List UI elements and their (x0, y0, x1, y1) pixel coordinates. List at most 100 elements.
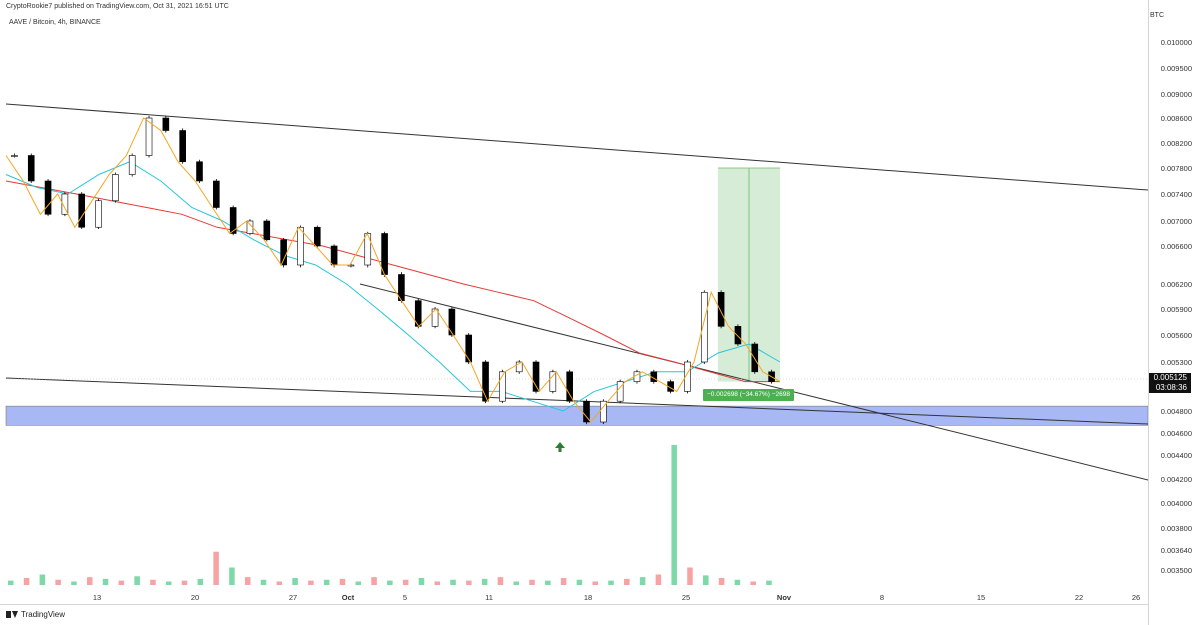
x-tick-label: Nov (777, 593, 792, 602)
volume-bar (687, 567, 693, 585)
volume-bar (624, 578, 630, 585)
candle (616, 379, 624, 404)
volume-bar (292, 578, 298, 585)
y-tick-label: 0.004800 (1161, 407, 1192, 416)
volume-bar (608, 580, 614, 585)
volume-bar (402, 579, 409, 585)
current-price-value: 0.005125 (1153, 373, 1187, 382)
price-unit-label: BTC (1150, 12, 1164, 19)
volume-bar (181, 580, 188, 585)
upper-trendline[interactable] (5, 103, 1149, 191)
y-tick-label: 0.008600 (1161, 114, 1192, 123)
volume-bar (434, 581, 441, 585)
volume-bar (671, 445, 677, 585)
volume-bar (71, 581, 77, 585)
x-tick-label: 26 (1132, 593, 1140, 602)
volume-bar (387, 580, 393, 585)
candle (213, 179, 220, 210)
volume-bar (560, 578, 567, 585)
candle (414, 298, 422, 329)
candle (280, 238, 287, 268)
candle (44, 179, 52, 217)
x-tick-label: 22 (1075, 593, 1083, 602)
candle (179, 128, 186, 164)
y-tick-label: 0.004400 (1161, 451, 1192, 460)
y-tick-label: 0.006600 (1161, 242, 1192, 251)
volume-bar (39, 574, 46, 585)
volume-bar (102, 578, 109, 585)
candle (600, 399, 607, 425)
candle (700, 290, 708, 365)
candle (162, 115, 170, 133)
volume-bar (244, 577, 251, 585)
y-tick-label: 0.009000 (1161, 90, 1192, 99)
y-tick-label: 0.007000 (1161, 217, 1192, 226)
candle (515, 360, 523, 374)
y-tick-label: 0.007400 (1161, 190, 1192, 199)
candle (566, 369, 573, 404)
candle (61, 192, 69, 217)
volume-bar (766, 580, 772, 585)
volume-bar (308, 580, 314, 585)
profit-target-zone[interactable] (718, 167, 780, 382)
y-tick-label: 0.005300 (1161, 358, 1192, 367)
candle (229, 205, 237, 236)
tradingview-brand[interactable]: TradingView (6, 610, 65, 619)
volume-bar (513, 581, 519, 585)
y-tick-label: 0.004200 (1161, 475, 1192, 484)
y-tick-label: 0.004600 (1161, 429, 1192, 438)
x-tick-label: 27 (289, 593, 297, 602)
candle (128, 153, 136, 177)
candle (532, 360, 540, 394)
y-tick-label: 0.005900 (1161, 305, 1192, 314)
volume-bar (592, 581, 598, 585)
volume-bar (197, 578, 204, 585)
candle (364, 231, 372, 268)
volume-bar (576, 579, 583, 585)
volume-bar (466, 580, 472, 585)
y-tick-label: 0.003640 (1161, 546, 1192, 555)
ma-long-line (5, 180, 780, 383)
y-tick-label: 0.005600 (1161, 331, 1192, 340)
lower-trendline[interactable] (5, 377, 1149, 425)
candle (313, 225, 321, 249)
volume-bar (529, 579, 535, 585)
x-tick-label: Oct (342, 593, 355, 602)
volume-bar (371, 577, 377, 585)
position-stats-label: −0.002698 (−34.67%) −2698 (703, 389, 794, 401)
candle (78, 192, 86, 229)
volume-bar (750, 581, 756, 585)
y-tick-label: 0.006200 (1161, 280, 1192, 289)
volume-bar (118, 580, 125, 585)
candle (717, 290, 725, 329)
x-tick-label: 25 (682, 593, 690, 602)
volume-bar (481, 578, 488, 585)
published-by-line: CryptoRookie7 published on TradingView.c… (6, 3, 229, 10)
volume-bar (260, 579, 267, 585)
volume-bar (639, 577, 646, 585)
candle (263, 219, 271, 242)
candle (734, 324, 742, 346)
candle (11, 153, 18, 158)
candle (112, 172, 119, 203)
volume-bar (718, 578, 725, 585)
candle (196, 159, 203, 183)
volume-bar (355, 581, 362, 585)
volume-bar (55, 579, 61, 585)
volume-bar (86, 577, 93, 585)
candle (27, 153, 35, 183)
volume-bar (229, 567, 235, 585)
support-zone[interactable] (5, 405, 1149, 426)
x-tick-label: 15 (977, 593, 985, 602)
y-tick-label: 0.008200 (1161, 139, 1192, 148)
bar-countdown: 03:08:36 (1155, 383, 1187, 392)
x-tick-label: 13 (93, 593, 101, 602)
y-tick-label: 0.010000 (1161, 38, 1192, 47)
symbol-label[interactable]: AAVE / Bitcoin, 4h, BINANCE (9, 19, 101, 26)
y-tick-label: 0.004000 (1161, 499, 1192, 508)
volume-bar (734, 579, 741, 585)
ma-medium-line (5, 161, 781, 412)
volume-bar (134, 576, 140, 585)
volume-bar (276, 581, 283, 585)
